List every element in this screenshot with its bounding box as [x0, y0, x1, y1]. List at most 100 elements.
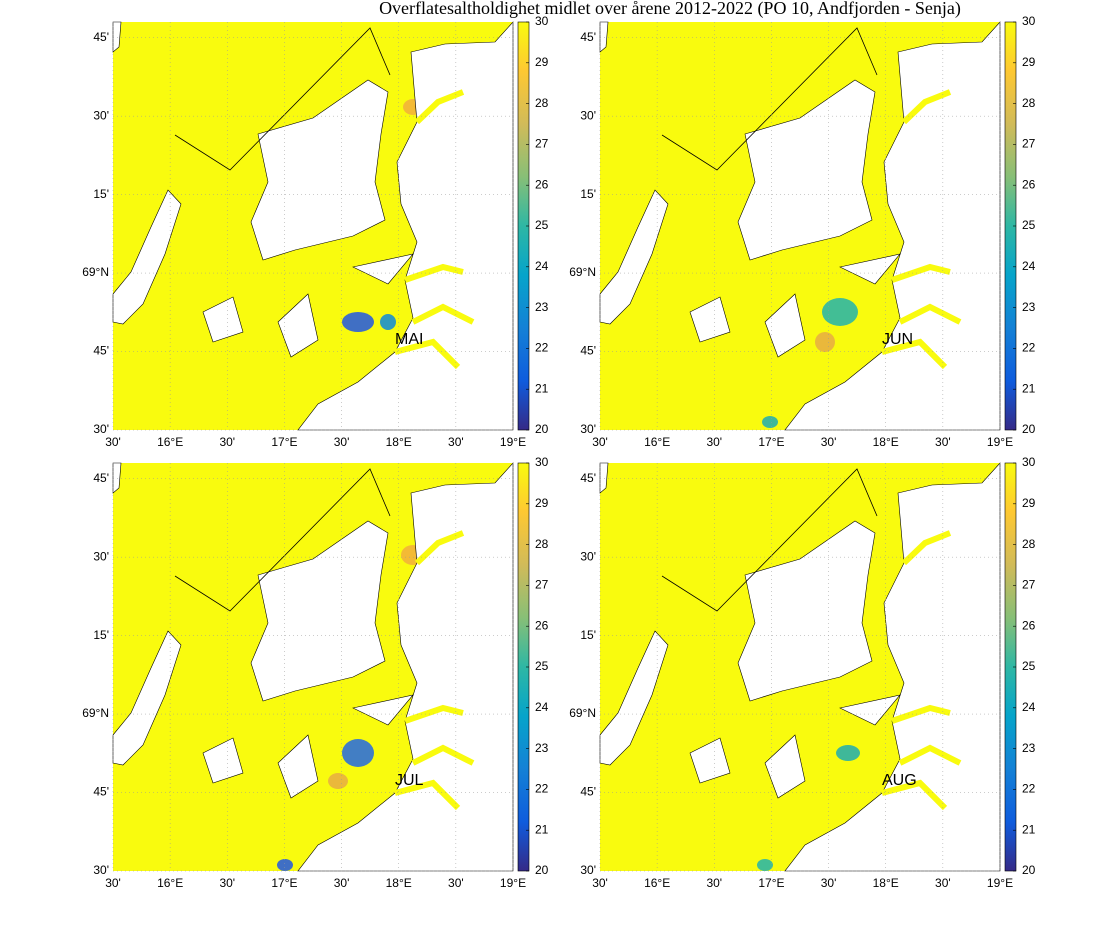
panel-label: JUN	[882, 331, 913, 348]
x-tick-label: 17°E	[758, 435, 784, 449]
panel-label: JUL	[395, 772, 424, 789]
land	[112, 630, 182, 766]
colorbar-tick-label: 30	[1022, 14, 1036, 28]
land	[112, 189, 182, 325]
x-tick-label: 18°E	[386, 876, 412, 890]
fjord	[394, 338, 461, 370]
colorbar-tick-label: 21	[535, 822, 549, 836]
y-tick-label: 45'	[580, 30, 596, 44]
colorbar-tick-label: 22	[535, 782, 549, 796]
y-tick-label: 45'	[93, 30, 109, 44]
y-tick-label: 45'	[580, 471, 596, 485]
colorbar-tick-label: 21	[535, 381, 549, 395]
colorbar-tick-label: 25	[1022, 659, 1036, 673]
colorbar-tick-label: 23	[535, 300, 549, 314]
colorbar-tick-label: 29	[535, 496, 549, 510]
y-tick-label: 30'	[580, 108, 596, 122]
fjord	[881, 779, 948, 811]
land	[764, 293, 806, 358]
x-tick-label: 17°E	[271, 876, 297, 890]
colorbar-tick-label: 24	[535, 259, 549, 273]
y-tick-label: 45'	[580, 785, 596, 799]
land	[599, 630, 669, 766]
colorbar-tick-label: 28	[535, 537, 549, 551]
land	[202, 296, 244, 343]
colorbar-tick-label: 21	[1022, 381, 1036, 395]
land	[839, 253, 901, 285]
y-tick-label: 45'	[93, 344, 109, 358]
colorbar-tick-label: 26	[1022, 618, 1036, 632]
colorbar-tick-label: 27	[1022, 578, 1036, 592]
salinity-patch	[342, 739, 374, 767]
land	[277, 293, 319, 358]
colorbar-tick-label: 28	[1022, 96, 1036, 110]
x-tick-label: 19°E	[987, 876, 1013, 890]
x-tick-label: 30'	[105, 435, 121, 449]
y-tick-label: 45'	[93, 471, 109, 485]
colorbar-tick-label: 24	[535, 700, 549, 714]
y-tick-label: 69°N	[569, 706, 596, 720]
land	[352, 253, 414, 285]
fjord	[394, 779, 461, 811]
area-boundary	[661, 468, 878, 612]
colorbar-tick-label: 29	[1022, 55, 1036, 69]
colorbar-tick-label: 22	[535, 341, 549, 355]
colorbar-tick-label: 28	[535, 96, 549, 110]
x-tick-label: 30'	[105, 876, 121, 890]
area-boundary	[174, 27, 391, 171]
colorbar-tick-label: 26	[1022, 177, 1036, 191]
x-tick-label: 16°E	[644, 435, 670, 449]
land	[250, 520, 389, 702]
colorbar-tick-label: 28	[1022, 537, 1036, 551]
land	[599, 189, 669, 325]
fjord	[404, 263, 464, 283]
fjord	[414, 89, 465, 125]
salinity-patch	[277, 859, 293, 871]
colorbar-tick-label: 20	[535, 863, 549, 877]
x-tick-label: 17°E	[271, 435, 297, 449]
x-tick-label: 30'	[448, 435, 464, 449]
x-tick-label: 30'	[448, 876, 464, 890]
land	[352, 694, 414, 726]
fjord	[891, 704, 951, 724]
land	[737, 520, 876, 702]
x-tick-label: 18°E	[873, 435, 899, 449]
fjord	[881, 338, 948, 370]
salinity-patch	[328, 773, 348, 789]
salinity-patch	[822, 298, 858, 326]
colorbar-tick-label: 26	[535, 177, 549, 191]
map-panel: 30' 16°E 30' 17°E 30' 18°E 30' 19°E 30' 45' 69°N 15…	[82, 14, 548, 449]
y-tick-label: 69°N	[82, 706, 109, 720]
land	[297, 21, 514, 431]
x-tick-label: 30'	[219, 435, 235, 449]
land	[764, 734, 806, 799]
x-tick-label: 16°E	[157, 876, 183, 890]
salinity-patch	[762, 416, 778, 428]
colorbar-tick-label: 20	[535, 422, 549, 436]
land	[784, 462, 1001, 872]
land	[784, 21, 1001, 431]
colorbar-tick-label: 25	[1022, 218, 1036, 232]
colorbar-tick-label: 23	[1022, 300, 1036, 314]
fjord	[891, 263, 951, 283]
colorbar-tick-label: 22	[1022, 341, 1036, 355]
x-tick-label: 18°E	[873, 876, 899, 890]
y-tick-label: 30'	[93, 863, 109, 877]
panel-label: AUG	[882, 772, 917, 789]
y-tick-label: 30'	[580, 549, 596, 563]
x-tick-label: 30'	[706, 876, 722, 890]
land	[737, 79, 876, 261]
x-tick-label: 30'	[821, 876, 837, 890]
land	[250, 79, 389, 261]
fjord	[901, 89, 952, 125]
x-tick-label: 30'	[334, 435, 350, 449]
y-tick-label: 15'	[580, 187, 596, 201]
y-tick-label: 69°N	[569, 265, 596, 279]
colorbar-tick-label: 29	[1022, 496, 1036, 510]
x-tick-label: 19°E	[500, 876, 526, 890]
land	[277, 734, 319, 799]
colorbar-tick-label: 20	[1022, 422, 1036, 436]
colorbar-tick-label: 25	[535, 218, 549, 232]
land	[839, 694, 901, 726]
